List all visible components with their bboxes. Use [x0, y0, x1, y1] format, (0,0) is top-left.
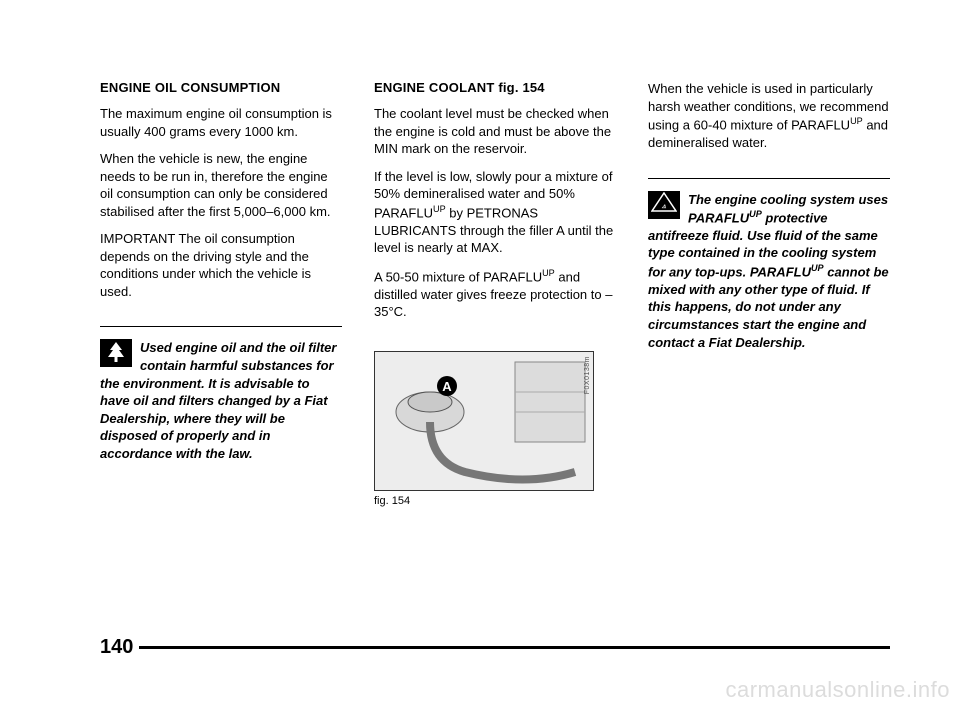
coolant-p1: The coolant level must be checked when t…	[374, 105, 616, 158]
oil-p2: When the vehicle is new, the engine need…	[100, 150, 342, 220]
column-1: ENGINE OIL CONSUMPTION The maximum engin…	[100, 80, 342, 507]
heading-coolant: ENGINE COOLANT fig. 154	[374, 80, 616, 95]
callout-oil-post: environment. It is advisable to have oil…	[100, 376, 328, 461]
column-3: When the vehicle is used in particularly…	[648, 80, 890, 507]
sup-up: UP	[433, 204, 446, 214]
watermark: carmanualsonline.info	[725, 677, 950, 703]
sup-up: UP	[542, 268, 555, 278]
callout-oil-text: Used engine oil and the oil filter conta…	[100, 339, 342, 462]
figure-154: A F0X0138m fig. 154	[374, 351, 594, 507]
coolant-p2: If the level is low, slowly pour a mixtu…	[374, 168, 616, 257]
callout-coolant-text: ⚠ The engine cooling system uses PARAFLU…	[648, 191, 890, 352]
environment-icon	[100, 339, 132, 367]
coolant-p3: A 50-50 mixture of PARAFLUUP and distill…	[374, 267, 616, 321]
figure-image: A F0X0138m	[374, 351, 594, 491]
column-2: ENGINE COOLANT fig. 154 The coolant leve…	[374, 80, 616, 507]
col3-p1: When the vehicle is used in particularly…	[648, 80, 890, 152]
page-number: 140	[100, 636, 133, 659]
svg-text:A: A	[442, 379, 452, 394]
page-columns: ENGINE OIL CONSUMPTION The maximum engin…	[100, 80, 890, 507]
coolant-p3a: A 50-50 mixture of PARAFLU	[374, 269, 542, 284]
sup-up: UP	[811, 263, 824, 273]
page-footer: 140	[100, 636, 890, 659]
warning-icon: ⚠	[648, 191, 680, 219]
sup-up: UP	[850, 116, 863, 126]
callout-oil: Used engine oil and the oil filter conta…	[100, 326, 342, 462]
oil-p1: The maximum engine oil consumption is us…	[100, 105, 342, 140]
figure-code: F0X0138m	[584, 356, 591, 394]
svg-text:⚠: ⚠	[662, 204, 667, 210]
sup-up: UP	[749, 209, 762, 219]
figure-caption: fig. 154	[374, 495, 594, 507]
callout-coolant: ⚠ The engine cooling system uses PARAFLU…	[648, 178, 890, 352]
footer-rule	[139, 646, 890, 649]
heading-oil: ENGINE OIL CONSUMPTION	[100, 80, 342, 95]
oil-p3: IMPORTANT The oil consumption depends on…	[100, 230, 342, 300]
